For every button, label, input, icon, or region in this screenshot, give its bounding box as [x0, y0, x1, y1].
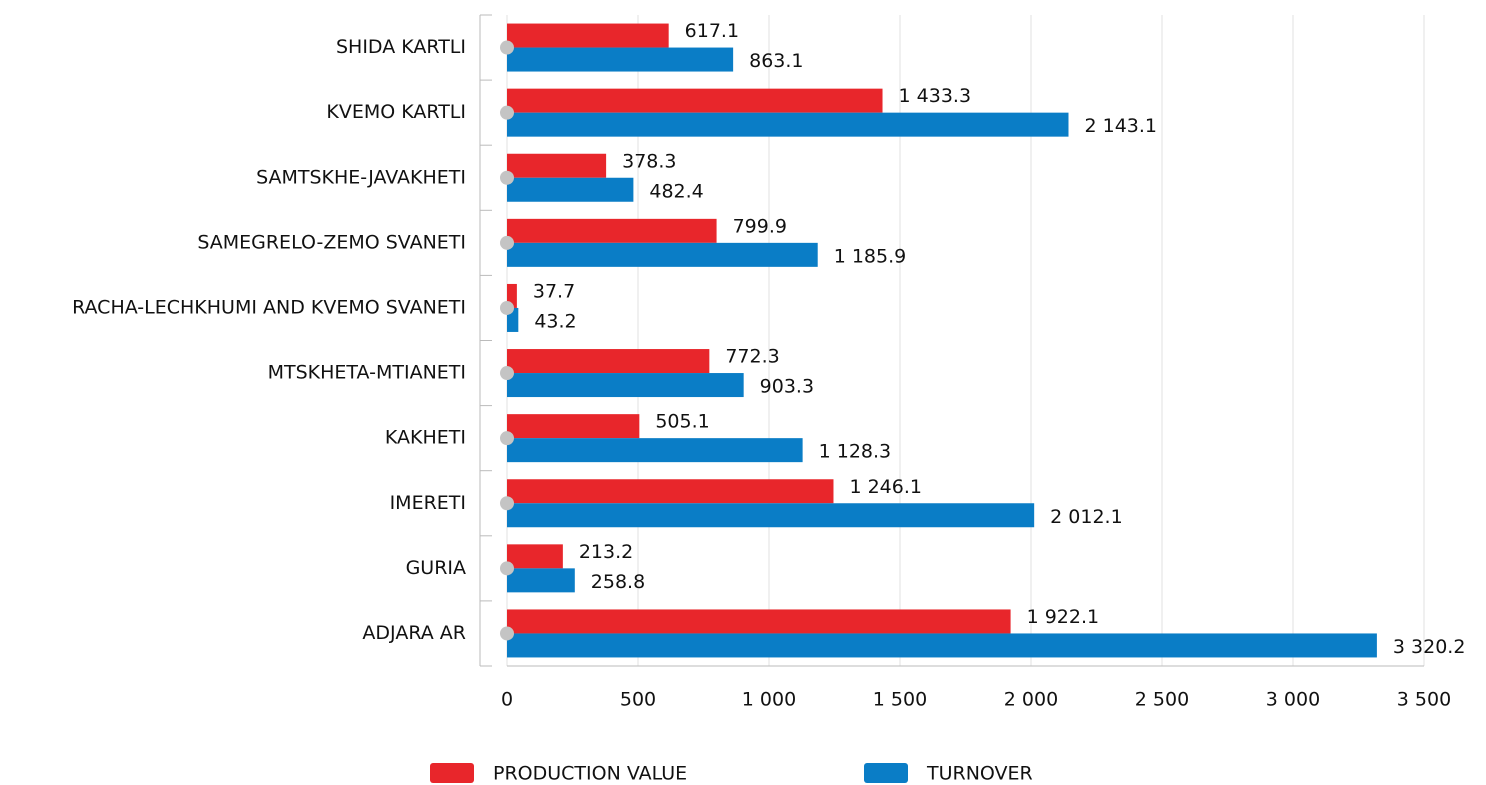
bar — [507, 503, 1035, 528]
axis-dot — [500, 170, 514, 185]
x-tick-label: 1 500 — [873, 689, 927, 711]
value-label: 1 433.3 — [899, 85, 972, 107]
value-label: 1 185.9 — [834, 245, 907, 267]
y-tick-label: SHIDA KARTLI — [336, 36, 466, 58]
x-tick-label: 1 000 — [742, 689, 796, 711]
value-label: 213.2 — [579, 541, 633, 563]
x-tick-label: 3 000 — [1266, 689, 1320, 711]
value-label: 37.7 — [533, 280, 575, 302]
value-label: 1 246.1 — [849, 476, 922, 498]
bar — [507, 218, 717, 243]
y-tick-label: RACHA-LECHKHUMI AND KVEMO SVANETI — [72, 296, 466, 318]
bar — [507, 633, 1377, 658]
axis-dot — [500, 366, 514, 381]
legend-swatch — [864, 763, 908, 783]
bar — [507, 479, 834, 504]
bar — [507, 568, 575, 593]
x-tick-label: 2 500 — [1135, 689, 1189, 711]
value-label: 772.3 — [725, 346, 779, 368]
y-tick-label: GURIA — [406, 557, 466, 579]
x-tick-label: 0 — [501, 689, 513, 711]
axis-dot — [500, 431, 514, 446]
value-label: 43.2 — [534, 310, 576, 332]
bar — [507, 88, 883, 113]
bar — [507, 307, 519, 332]
axis-dot — [500, 105, 514, 120]
y-tick-label: KAKHETI — [385, 427, 466, 449]
y-tick-label: KVEMO KARTLI — [326, 101, 466, 123]
bar — [507, 177, 634, 202]
x-tick-label: 3 500 — [1397, 689, 1451, 711]
bar — [507, 23, 669, 48]
value-label: 258.8 — [591, 571, 645, 593]
legend-label: PRODUCTION VALUE — [493, 763, 687, 785]
value-label: 799.9 — [733, 215, 787, 237]
value-label: 903.3 — [760, 376, 814, 398]
value-label: 617.1 — [685, 20, 739, 42]
bar — [507, 112, 1069, 137]
value-label: 482.4 — [649, 180, 703, 202]
y-tick-label: SAMTSKHE-JAVAKHETI — [256, 166, 466, 188]
value-label: 378.3 — [622, 150, 676, 172]
y-tick-label: SAMEGRELO-ZEMO SVANETI — [197, 231, 466, 253]
y-tick-label: MTSKHETA-MTIANETI — [268, 362, 466, 384]
x-tick-label: 500 — [620, 689, 656, 711]
axis-dot — [500, 626, 514, 641]
axis-dot — [500, 235, 514, 250]
legend-label: TURNOVER — [926, 763, 1033, 785]
bar — [507, 609, 1011, 634]
value-label: 1 922.1 — [1027, 606, 1100, 628]
axis-dot — [500, 40, 514, 55]
legend-swatch — [430, 763, 474, 783]
bar — [507, 544, 563, 569]
bar — [507, 349, 710, 374]
y-tick-label: IMERETI — [390, 492, 466, 514]
bar — [507, 438, 803, 463]
value-label: 1 128.3 — [819, 441, 892, 463]
axis-dot — [500, 561, 514, 576]
value-label: 2 143.1 — [1084, 115, 1157, 137]
value-label: 863.1 — [749, 50, 803, 72]
bar — [507, 283, 517, 308]
axis-dot — [500, 496, 514, 511]
bar — [507, 153, 607, 178]
bar — [507, 414, 640, 439]
value-label: 3 320.2 — [1393, 636, 1466, 658]
value-label: 505.1 — [655, 411, 709, 433]
bar — [507, 242, 818, 267]
bar — [507, 373, 744, 398]
x-tick-label: 2 000 — [1004, 689, 1058, 711]
value-label: 2 012.1 — [1050, 506, 1123, 528]
bar — [507, 47, 734, 72]
axis-dot — [500, 300, 514, 315]
y-tick-label: ADJARA AR — [362, 622, 466, 644]
